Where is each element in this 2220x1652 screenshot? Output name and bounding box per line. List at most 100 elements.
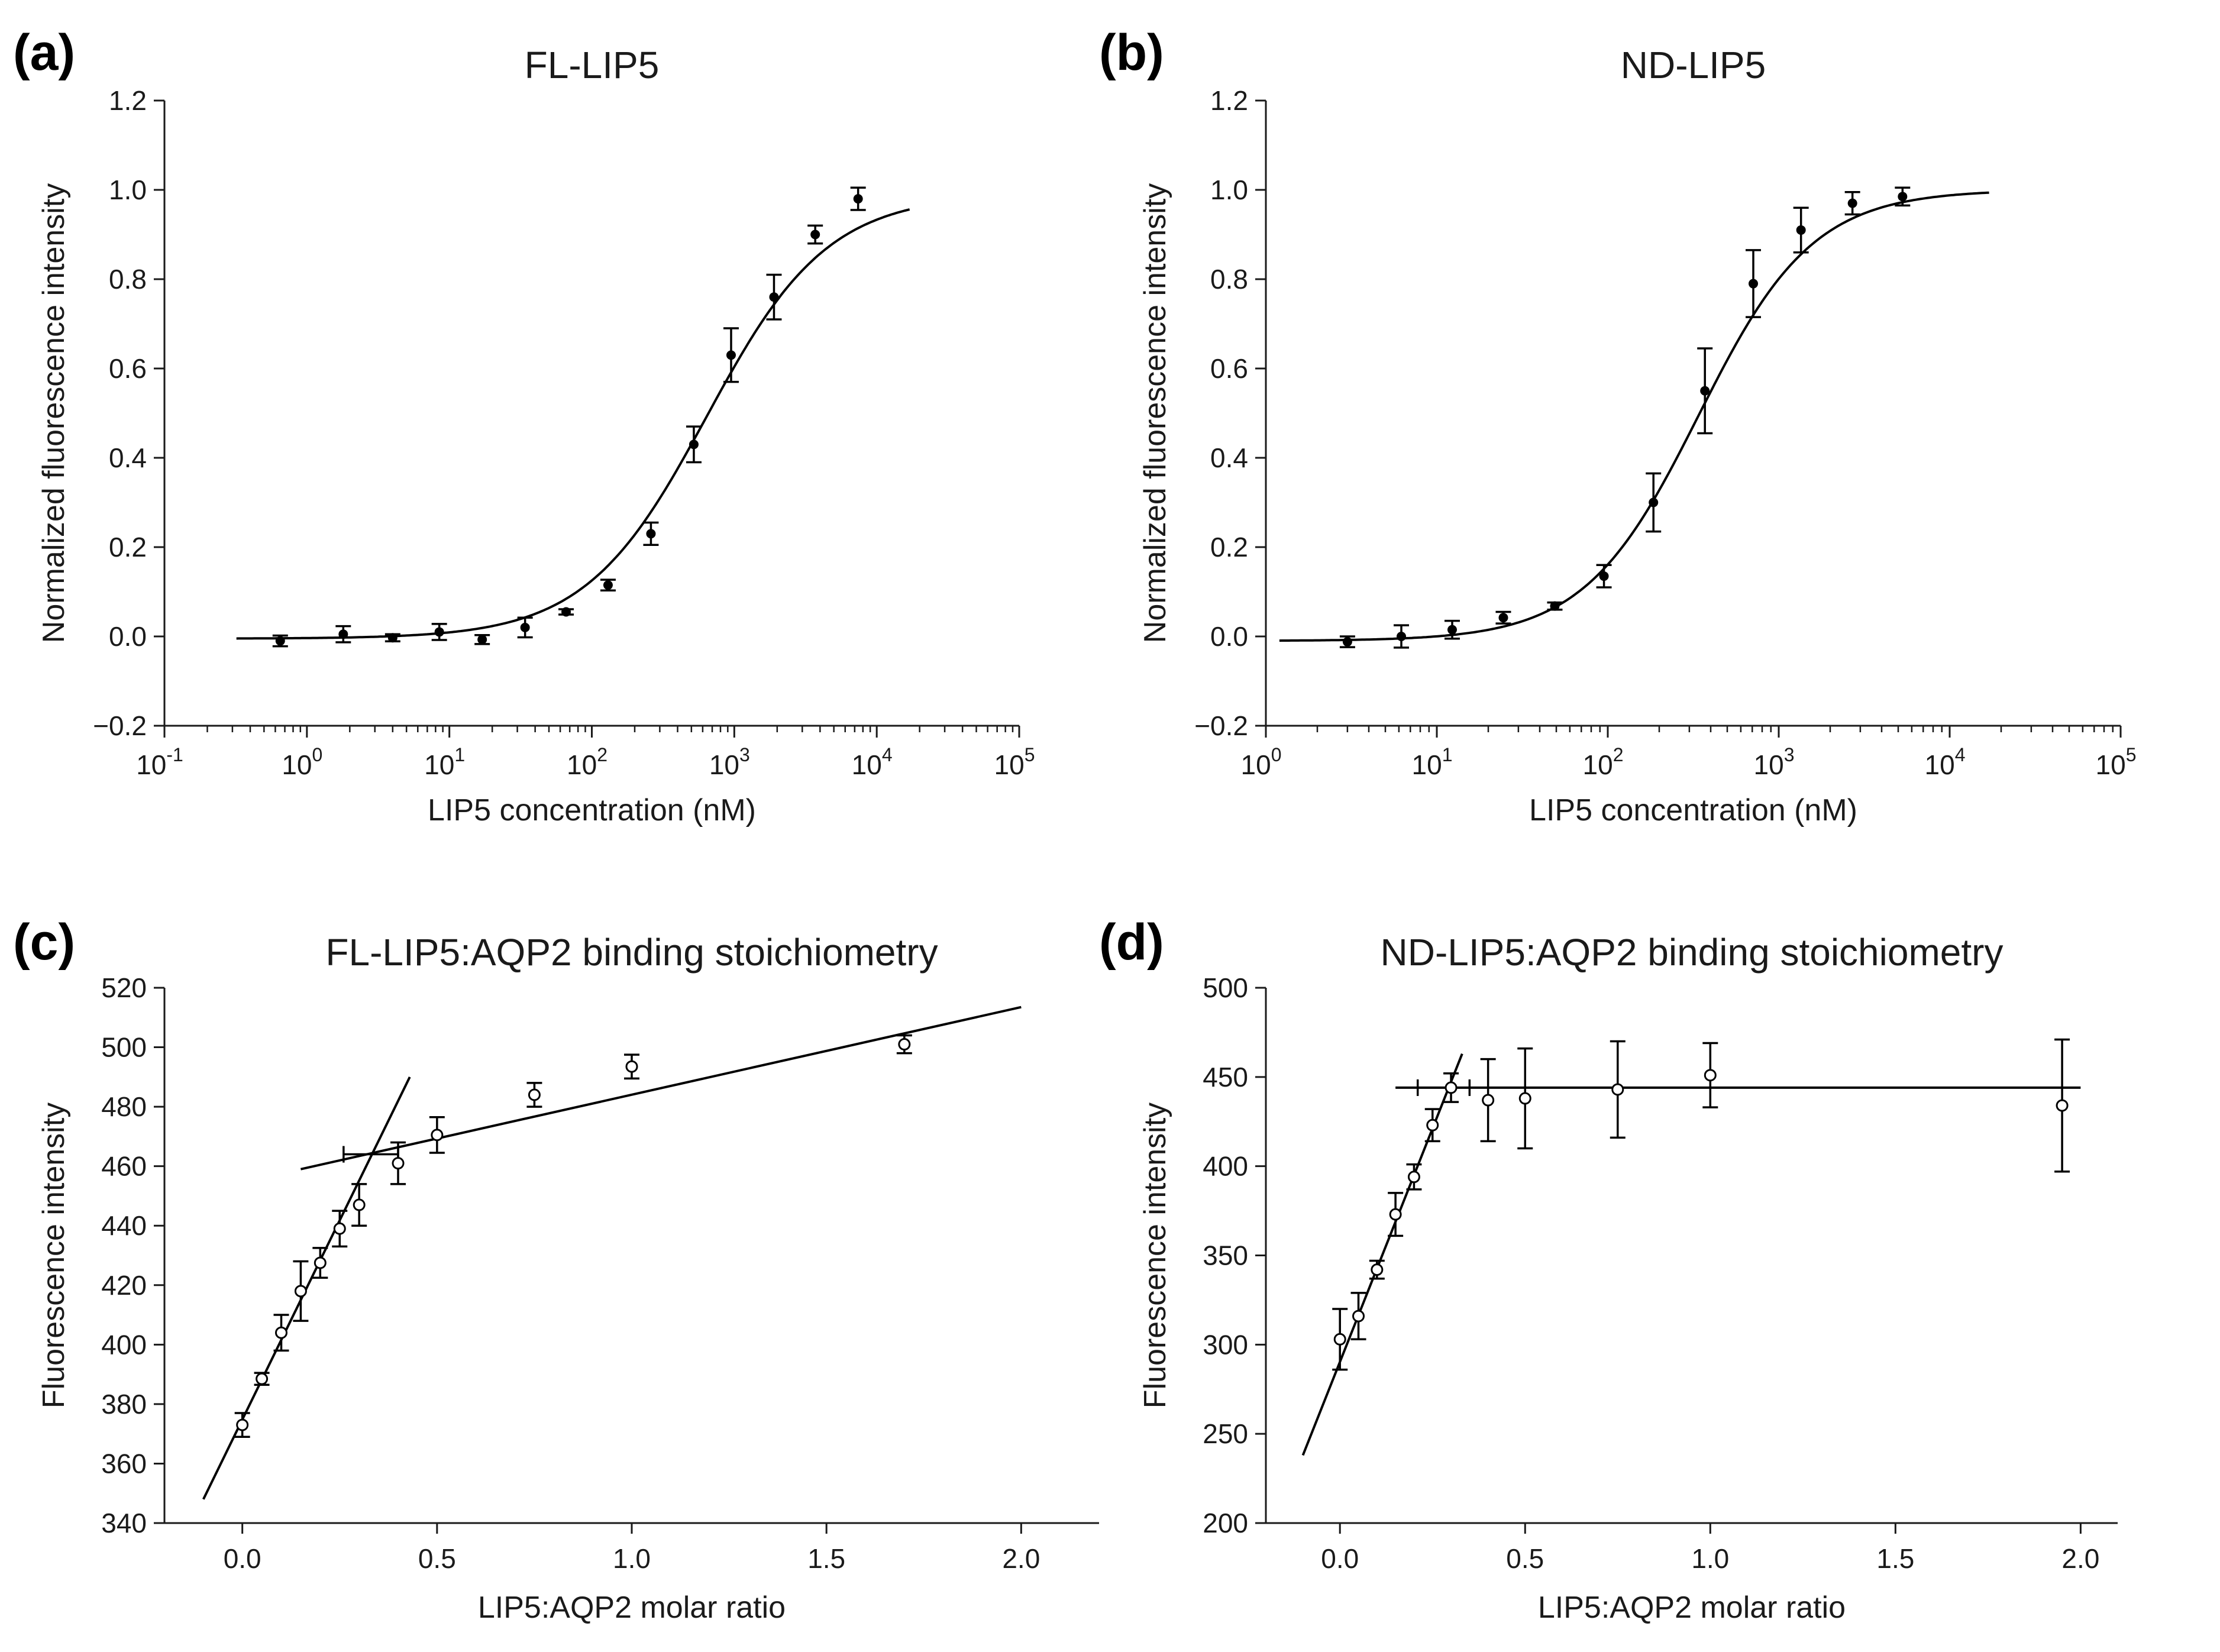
x-tick-exponent: 1	[454, 744, 465, 765]
y-axis-label: Normalized fluorescence intensity	[37, 183, 71, 643]
x-tick-label: 2.0	[2061, 1543, 2099, 1574]
data-point	[561, 607, 571, 617]
x-tick-exponent: 0	[1271, 744, 1282, 765]
x-tick-base: 10	[136, 749, 166, 780]
x-tick-exponent: 4	[882, 744, 893, 765]
x-tick-label: 100	[1241, 744, 1282, 780]
x-tick-label: 101	[1412, 744, 1453, 780]
chart-title: ND-LIP5:AQP2 binding stoichiometry	[1381, 931, 2004, 974]
data-point	[236, 1418, 249, 1431]
y-tick-label: 480	[101, 1091, 147, 1122]
data-point	[353, 1198, 366, 1211]
x-axis-label: LIP5:AQP2 molar ratio	[478, 1590, 786, 1625]
data-point	[1407, 1171, 1420, 1184]
x-tick-exponent: 5	[1025, 744, 1035, 765]
x-tick-base: 10	[424, 749, 454, 780]
y-tick-label: −0.2	[1194, 710, 1248, 741]
data-point	[338, 629, 348, 639]
y-tick-label: 400	[101, 1329, 147, 1360]
panel-label: (a)	[13, 24, 75, 81]
data-point	[810, 229, 820, 240]
x-tick-label: 104	[852, 744, 893, 780]
y-tick-label: 250	[1203, 1418, 1248, 1449]
x-tick-label: 10-1	[136, 744, 183, 780]
y-tick-label: 340	[101, 1508, 147, 1538]
x-tick-label: 0.5	[1506, 1543, 1544, 1574]
x-tick-exponent: 0	[312, 744, 323, 765]
data-point	[1847, 198, 1857, 208]
x-tick-label: 2.0	[1002, 1543, 1040, 1574]
data-point	[1447, 625, 1457, 635]
x-tick-label: 103	[1754, 744, 1795, 780]
y-tick-label: 0.4	[109, 442, 147, 473]
fit-line	[300, 1006, 1022, 1171]
panel-label: (b)	[1099, 24, 1164, 81]
y-tick-label: 450	[1203, 1062, 1248, 1092]
y-tick-label: −0.2	[93, 710, 147, 741]
data-point	[625, 1060, 638, 1073]
data-point	[275, 636, 285, 646]
x-tick-exponent: 5	[2126, 744, 2137, 765]
x-tick-label: 100	[282, 744, 322, 780]
data-point	[1482, 1094, 1495, 1107]
fit-line	[1301, 1053, 1463, 1456]
y-axis-label: Fluorescence intensity	[1138, 1103, 1172, 1408]
data-point	[387, 633, 398, 643]
y-axis-label: Fluorescence intensity	[37, 1103, 71, 1408]
y-tick-label: 0.6	[1210, 353, 1248, 384]
x-tick-label: 0.5	[418, 1543, 456, 1574]
x-tick-label: 1.0	[1691, 1543, 1729, 1574]
x-tick-label: 1.0	[613, 1543, 651, 1574]
x-tick-base: 10	[2096, 749, 2126, 780]
y-tick-label: 200	[1203, 1508, 1248, 1538]
x-tick-label: 102	[567, 744, 607, 780]
data-point	[898, 1038, 911, 1051]
data-point	[603, 580, 613, 590]
data-point	[528, 1088, 541, 1101]
y-tick-label: 0.2	[1210, 532, 1248, 562]
x-tick-exponent: 4	[1955, 744, 1966, 765]
y-tick-label: 1.2	[109, 85, 147, 116]
chart-title: ND-LIP5	[1621, 44, 1766, 86]
x-tick-base: 10	[994, 749, 1025, 780]
x-tick-exponent: 2	[597, 744, 607, 765]
fit-line	[202, 1076, 411, 1500]
data-point	[1397, 632, 1407, 641]
y-tick-label: 1.2	[1210, 85, 1248, 116]
x-tick-base: 10	[1583, 749, 1613, 780]
y-tick-label: 0.0	[109, 621, 147, 652]
x-tick-label: 101	[424, 744, 465, 780]
x-tick-exponent: -1	[166, 744, 183, 765]
y-tick-label: 300	[1203, 1329, 1248, 1360]
x-tick-base: 10	[1754, 749, 1784, 780]
y-tick-label: 400	[1203, 1151, 1248, 1182]
data-point	[1518, 1092, 1531, 1105]
data-point	[1371, 1263, 1384, 1276]
x-axis-label: LIP5:AQP2 molar ratio	[1538, 1590, 1846, 1625]
data-point	[1649, 497, 1659, 507]
data-point	[1550, 601, 1560, 611]
data-point	[1700, 386, 1710, 396]
x-tick-base: 10	[282, 749, 312, 780]
x-tick-base: 10	[1241, 749, 1271, 780]
panel-label: (c)	[13, 914, 75, 971]
data-point	[646, 529, 656, 539]
data-point	[1704, 1069, 1717, 1082]
x-tick-exponent: 1	[1442, 744, 1453, 765]
data-point	[520, 622, 530, 632]
x-axis-label: LIP5 concentration (nM)	[1529, 793, 1857, 827]
x-tick-label: 104	[1925, 744, 1966, 780]
data-point	[1599, 571, 1609, 581]
data-point	[1749, 279, 1759, 289]
x-tick-base: 10	[709, 749, 739, 780]
fit-curve	[1279, 191, 1989, 642]
data-point	[689, 439, 699, 450]
y-tick-label: 1.0	[1210, 174, 1248, 205]
data-point	[392, 1157, 405, 1170]
data-point	[434, 627, 444, 637]
y-tick-label: 0.2	[109, 532, 147, 562]
x-tick-label: 1.5	[807, 1543, 845, 1574]
x-tick-label: 105	[2096, 744, 2137, 780]
data-point	[1445, 1081, 1458, 1094]
